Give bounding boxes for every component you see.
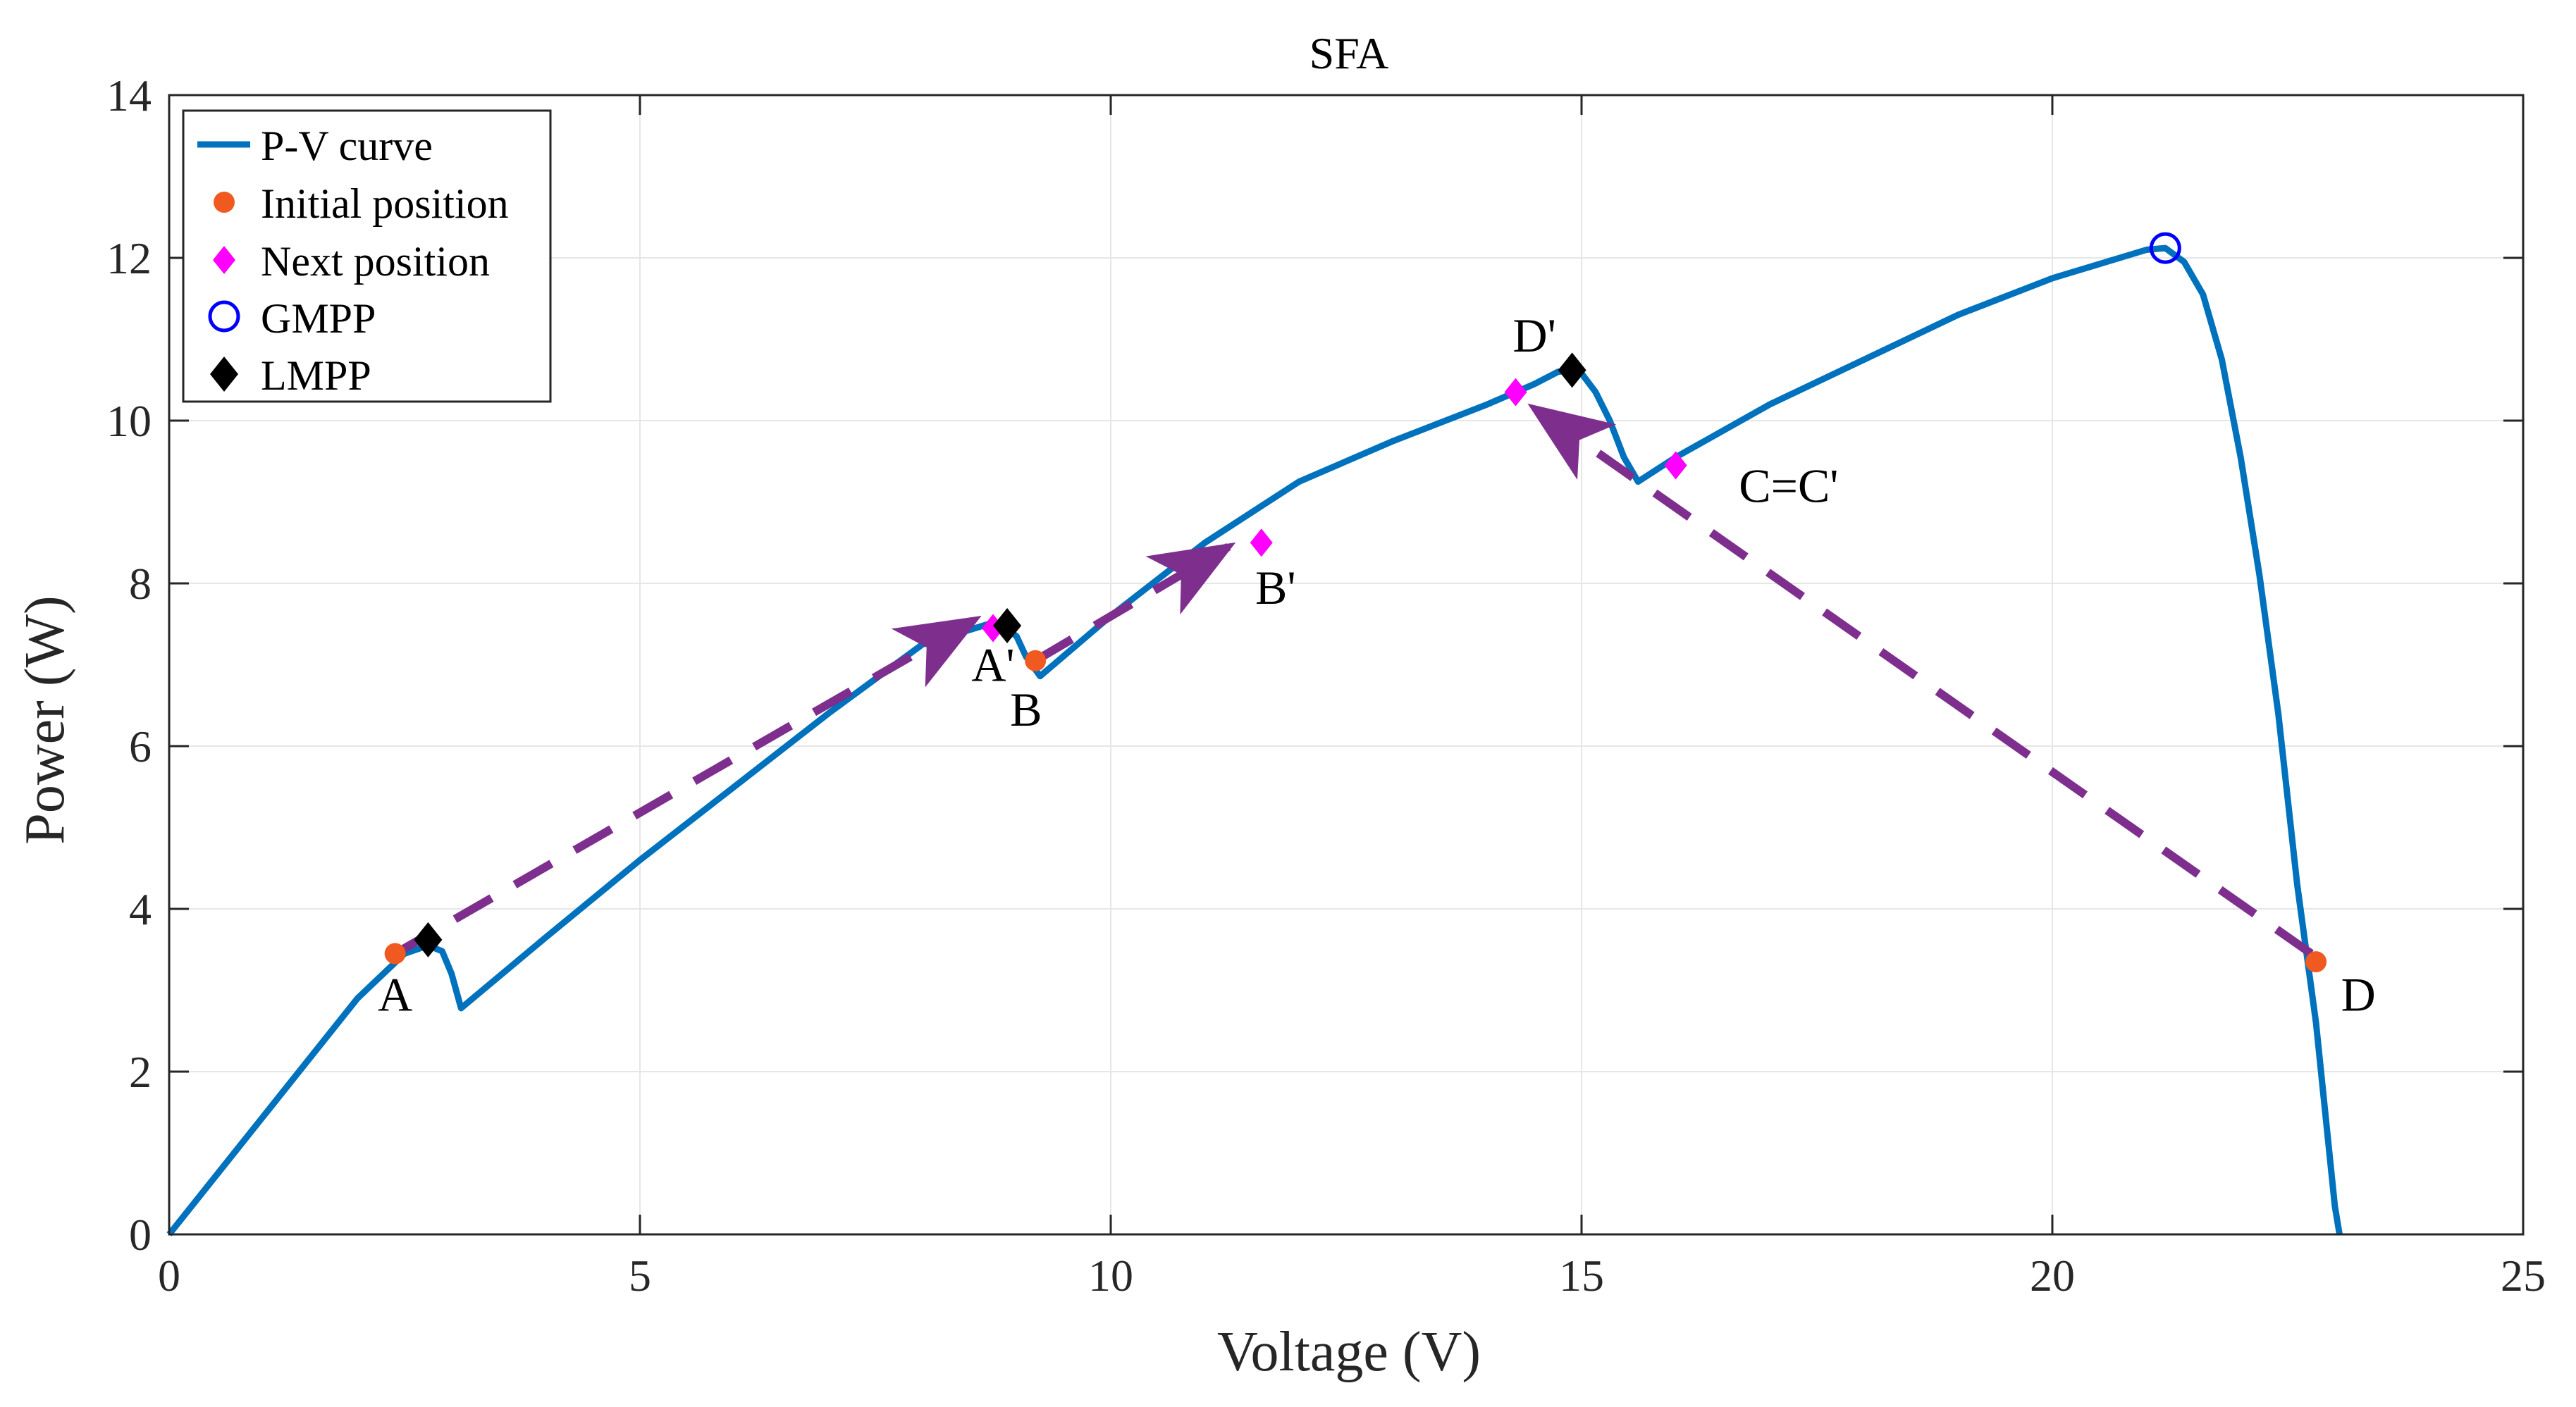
- x-tick-label: 15: [1559, 1251, 1604, 1301]
- point-annotation: D': [1513, 309, 1556, 362]
- chart-title: SFA: [1309, 28, 1389, 78]
- y-axis-label: Power (W): [14, 595, 76, 844]
- x-tick-label: 5: [629, 1251, 651, 1301]
- next-position-marker: [1250, 528, 1273, 557]
- x-tick-label: 0: [158, 1251, 180, 1301]
- next-position-marker: [1504, 378, 1527, 407]
- point-annotation: B: [1010, 683, 1042, 736]
- next-position-marker: [1664, 451, 1687, 480]
- lmpp-marker: [993, 608, 1022, 644]
- initial-position-marker: [1025, 650, 1047, 671]
- y-tick-label: 12: [106, 233, 152, 283]
- plot-area: A A'B B' C=C' D' D: [166, 232, 2376, 1236]
- gmpp-marker: [2149, 232, 2181, 264]
- x-tick-label: 25: [2501, 1251, 2546, 1301]
- legend-entry-next-position: Next position: [261, 238, 490, 285]
- legend-initial-marker: [214, 192, 235, 213]
- legend-entry-gmpp: GMPP: [261, 295, 376, 342]
- y-tick-label: 0: [129, 1210, 152, 1260]
- legend-gmpp-marker: [208, 300, 240, 333]
- ticks: 0 5 10 15 20 25 0 2 4 6 8 10 12 14: [106, 70, 2546, 1301]
- legend-entry-pv-curve: P-V curve: [261, 123, 433, 169]
- legend-entry-initial-position: Initial position: [261, 180, 509, 227]
- lmpp-marker: [414, 922, 443, 957]
- y-tick-label: 4: [129, 884, 152, 934]
- x-axis-label: Voltage (V): [1217, 1321, 1481, 1383]
- initial-position-marker: [2305, 951, 2327, 973]
- point-annotation: A': [971, 638, 1014, 692]
- legend-entry-lmpp: LMPP: [261, 352, 371, 399]
- x-tick-label: 10: [1088, 1251, 1133, 1301]
- y-tick-label: 10: [106, 396, 152, 446]
- point-annotation: B': [1255, 561, 1296, 614]
- point-annotation: A: [378, 967, 412, 1021]
- search-arrow: [393, 615, 982, 957]
- search-arrow: [1033, 542, 1236, 664]
- point-annotation: C=C': [1739, 459, 1838, 513]
- y-tick-label: 14: [106, 70, 152, 120]
- point-annotation: D: [2341, 967, 2376, 1021]
- legend-lmpp-marker: [210, 357, 238, 392]
- axes-box: [168, 94, 2525, 1236]
- y-tick-label: 8: [129, 559, 152, 609]
- pv-curve-line: [166, 244, 2343, 1236]
- legend-box: [182, 109, 552, 403]
- x-tick-label: 20: [2030, 1251, 2075, 1301]
- legend-next-marker: [213, 246, 235, 274]
- search-arrow: [1527, 403, 2314, 957]
- legend: P-V curve Initial position Next position…: [182, 109, 552, 403]
- initial-position-marker: [384, 943, 406, 965]
- y-tick-label: 6: [129, 721, 152, 771]
- lmpp-marker: [1558, 352, 1586, 388]
- y-tick-label: 2: [129, 1047, 152, 1097]
